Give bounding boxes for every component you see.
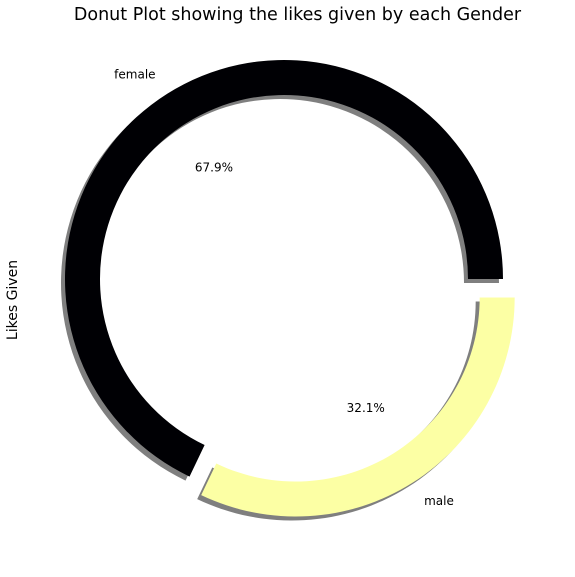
slice-label-female: female (114, 68, 155, 82)
donut-slice-male (201, 297, 515, 517)
slice-label-male: male (424, 494, 454, 508)
slice-percent-female: 67.9% (195, 160, 233, 174)
slice-percent-male: 32.1% (347, 401, 385, 415)
chart-title: Donut Plot showing the likes given by ea… (73, 5, 522, 25)
